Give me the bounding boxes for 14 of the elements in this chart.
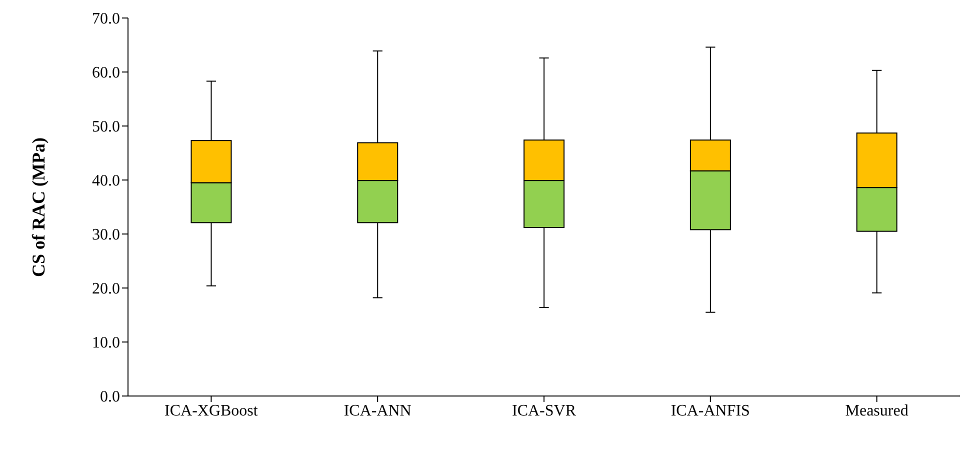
y-tick-label: 40.0 bbox=[92, 172, 120, 190]
y-tick-label: 60.0 bbox=[92, 64, 120, 82]
y-tick-label: 20.0 bbox=[92, 280, 120, 298]
x-tick-label: ICA-SVR bbox=[512, 402, 576, 420]
y-tick-label: 10.0 bbox=[92, 334, 120, 352]
x-tick-label: ICA-ANN bbox=[344, 402, 412, 420]
x-tick-label: ICA-ANFIS bbox=[670, 402, 750, 420]
x-tick-label: Measured bbox=[845, 402, 908, 420]
y-axis-title: CS of RAC (MPa) bbox=[28, 138, 48, 277]
x-tick-label: ICA-XGBoost bbox=[164, 402, 258, 420]
y-tick-label: 0.0 bbox=[100, 388, 120, 406]
y-tick-label: 70.0 bbox=[92, 10, 120, 28]
y-tick-label: 30.0 bbox=[92, 226, 120, 244]
y-tick-label: 50.0 bbox=[92, 118, 120, 136]
